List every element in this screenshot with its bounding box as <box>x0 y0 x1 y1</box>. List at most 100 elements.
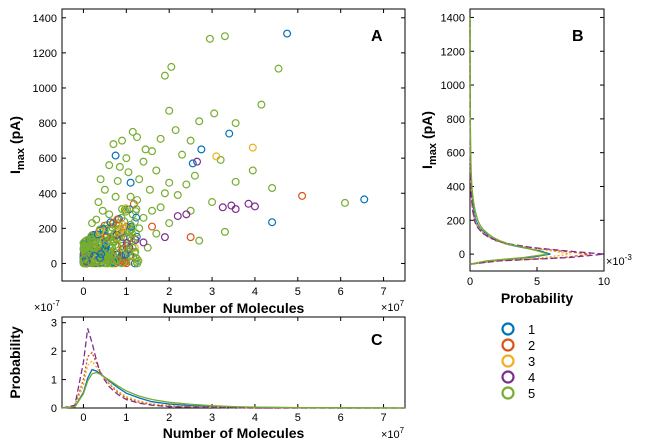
scatter-point-dense <box>96 227 105 236</box>
scatter-point-series-5 <box>135 224 144 233</box>
panel-b-ylabel-sub: max <box>427 142 439 165</box>
scatter-point-series-4 <box>139 238 148 247</box>
scatter-point-series-1 <box>111 151 120 160</box>
y-tick-label: 0 <box>51 258 57 270</box>
panel-b-y-axis-label: Imax (pA) <box>419 111 439 169</box>
legend-marker-4 <box>501 370 515 384</box>
panel-b-density: 0 5 10 0 200 400 600 800 1000 1200 1400 B Probabil… <box>419 8 632 306</box>
scatter-point-dense <box>108 220 117 228</box>
panel-b-lines <box>469 17 605 265</box>
scatter-point-series-4 <box>173 212 182 221</box>
scatter-point-series-5 <box>268 183 277 192</box>
x-tick-label: 3 <box>209 412 215 424</box>
scatter-point-series-5 <box>105 210 114 219</box>
scatter-point-series-5 <box>124 168 133 177</box>
scatter-point-series-1 <box>197 145 206 154</box>
x-tick-label: 1 <box>123 412 129 424</box>
scatter-point-series-5 <box>100 185 109 194</box>
density-line-series-4 <box>469 17 605 265</box>
y-tick-label: 1 <box>51 375 57 387</box>
panel-a-ticks: 0 1 2 3 4 5 6 7 0 200 400 600 800 1000 1200 1400 <box>33 9 405 298</box>
density-line-series-3 <box>61 360 405 409</box>
scatter-point-series-5 <box>186 136 195 145</box>
y-tick-label: 0 <box>459 249 465 261</box>
scatter-point-dense <box>111 241 120 249</box>
scatter-point-series-5 <box>109 140 118 149</box>
scatter-point-series-5 <box>220 227 229 236</box>
scatter-point-series-5 <box>340 198 349 207</box>
scatter-point-series-5 <box>156 203 165 212</box>
y-tick-label: 200 <box>39 223 57 235</box>
x-tick-label: 7 <box>381 286 387 298</box>
scatter-point-series-5 <box>145 185 154 194</box>
scatter-point-series-1 <box>225 129 234 138</box>
panel-c-x-axis-label: Number of Molecules <box>163 425 305 441</box>
scatter-point-series-5 <box>165 178 174 187</box>
scatter-point-series-3 <box>248 143 257 152</box>
scatter-point-series-5 <box>133 133 142 142</box>
panel-b-x-multiplier: ×10-3 <box>606 253 632 268</box>
y-tick-label: 600 <box>39 153 57 165</box>
scatter-point-series-1 <box>268 218 277 227</box>
svg-text:Imax(pA): Imax (pA) <box>7 116 27 174</box>
x-tick-label: 6 <box>338 412 344 424</box>
scatter-point-dense <box>80 255 89 264</box>
density-line-series-5 <box>61 371 406 409</box>
scatter-point-series-5 <box>182 180 191 189</box>
scatter-point-dense <box>79 243 88 252</box>
x-tick-label: 5 <box>295 412 301 424</box>
legend-label-4: 4 <box>528 370 535 385</box>
scatter-point-series-5 <box>152 229 161 238</box>
scatter-point-dense <box>81 259 90 268</box>
y-tick-label: 1000 <box>33 83 57 95</box>
scatter-point-series-5 <box>105 161 114 170</box>
scatter-point-series-4 <box>182 210 191 219</box>
scatter-point-dense <box>133 196 142 204</box>
panel-a-x-multiplier: ×107 <box>381 299 405 314</box>
panel-a-ylabel-main: I <box>7 170 23 174</box>
scatter-point-dense <box>121 204 130 213</box>
panel-c-ticks: 0 1 2 3 4 5 6 7 0 1 2 3 <box>51 317 387 424</box>
scatter-point-series-1 <box>283 29 292 38</box>
y-tick-label: 600 <box>447 148 465 160</box>
scatter-point-series-4 <box>227 201 236 210</box>
x-tick-label: 0 <box>80 412 86 424</box>
scatter-point-series-5 <box>210 109 219 118</box>
scatter-point-series-5 <box>274 64 283 73</box>
scatter-point-series-5 <box>248 166 257 175</box>
scatter-point-series-5 <box>94 198 103 207</box>
scatter-point-series-5 <box>139 213 148 222</box>
scatter-point-series-5 <box>122 154 131 163</box>
scatter-point-series-5 <box>160 71 169 80</box>
scatter-point-series-3 <box>212 152 221 161</box>
scatter-point-series-1 <box>360 195 369 204</box>
x-tick-label: 5 <box>534 276 540 288</box>
y-tick-label: 1000 <box>441 80 465 92</box>
scatter-point-series-5 <box>171 126 180 135</box>
x-tick-label: 5 <box>295 286 301 298</box>
scatter-point-series-5 <box>96 175 105 184</box>
scatter-point-series-4 <box>250 202 259 211</box>
y-tick-label: 1200 <box>33 48 57 60</box>
scatter-point-dense <box>127 222 136 231</box>
panel-b-axes-box <box>469 8 605 272</box>
density-line-series-4 <box>61 328 405 409</box>
legend-marker-3 <box>501 354 515 368</box>
legend-marker-2 <box>501 338 515 352</box>
x-tick-label: 7 <box>381 412 387 424</box>
panel-b-ylabel-main: I <box>419 165 435 169</box>
scatter-point-dense <box>116 227 125 236</box>
scatter-point-series-5 <box>143 243 152 252</box>
y-tick-label: 400 <box>39 188 57 200</box>
panel-a-ylabel-sub: max <box>15 147 27 170</box>
scatter-point-series-5 <box>126 192 135 201</box>
scatter-point-dense <box>128 243 137 252</box>
scatter-point-series-5 <box>195 236 204 245</box>
y-tick-label: 2 <box>51 346 57 358</box>
scatter-point-series-5 <box>173 191 182 200</box>
scatter-point-dense <box>118 229 127 238</box>
scatter-point-dense <box>132 205 141 214</box>
x-tick-label: 0 <box>467 276 473 288</box>
x-tick-label: 3 <box>209 286 215 298</box>
